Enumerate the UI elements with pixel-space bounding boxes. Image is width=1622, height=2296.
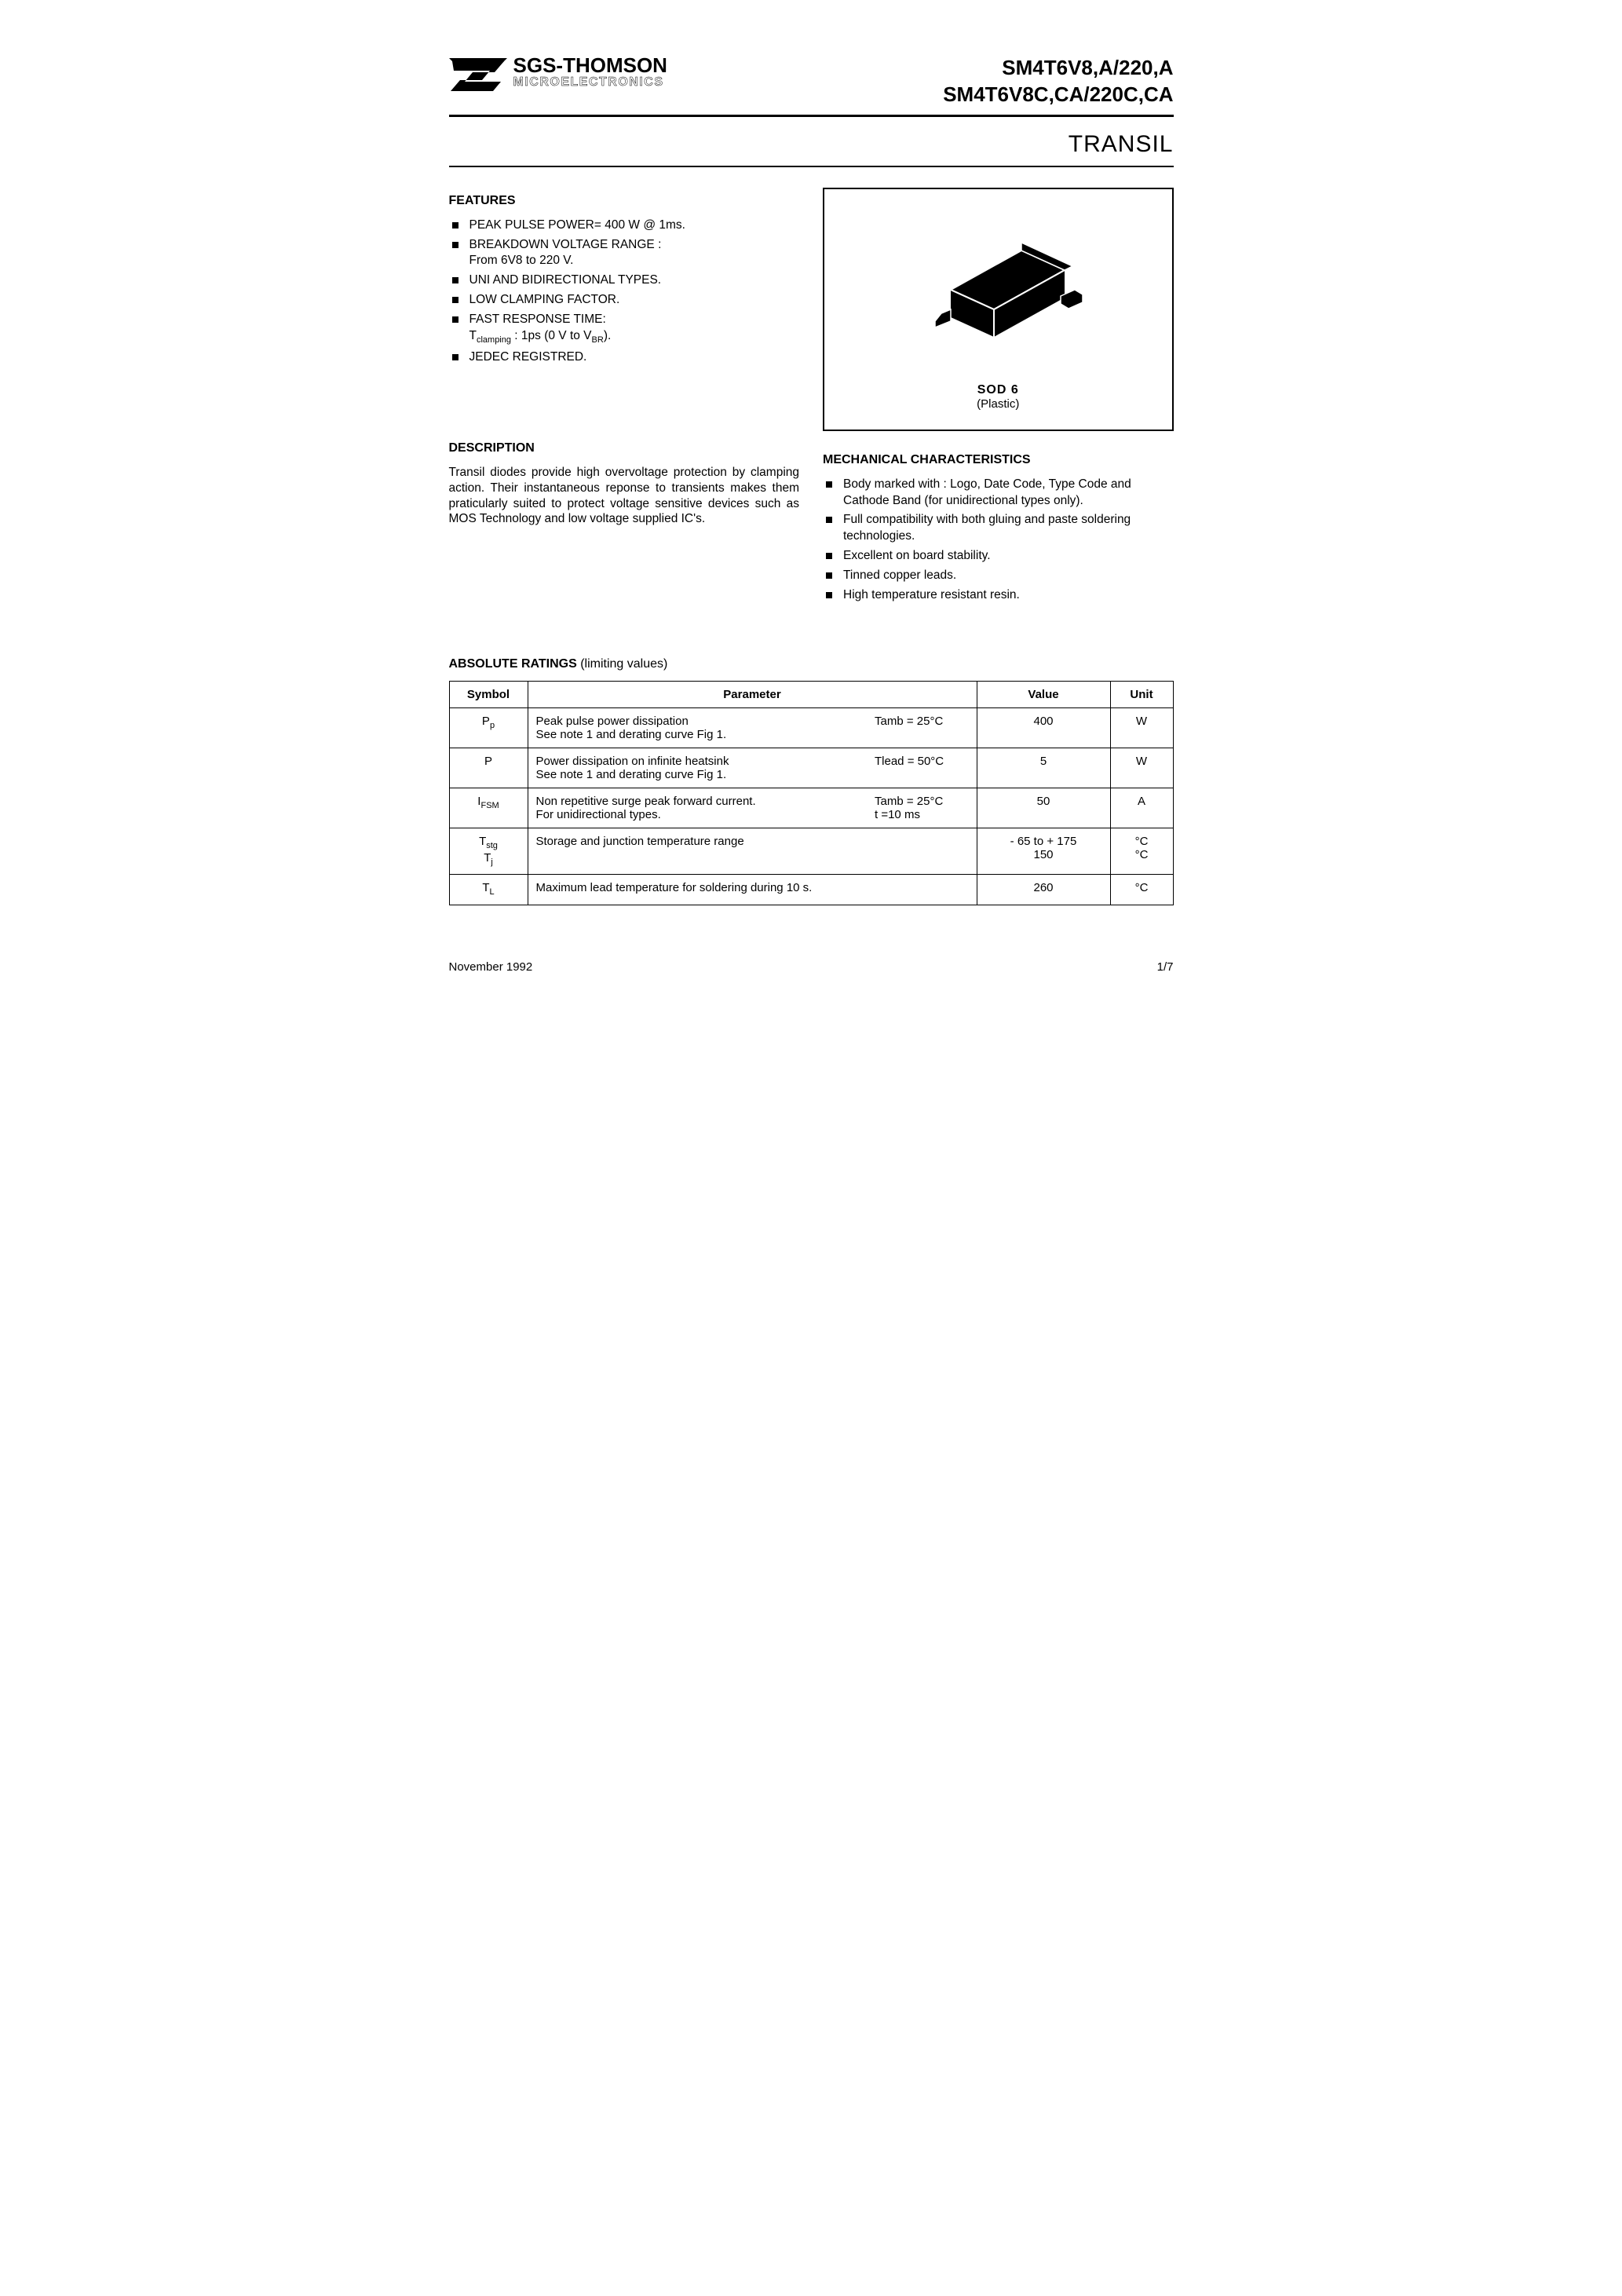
rule-2: [449, 166, 1174, 167]
mech-text: Tinned copper leads.: [843, 569, 956, 582]
feature-text: PEAK PULSE POWER= 400 W @ 1ms.: [469, 218, 685, 232]
cell-value: 400: [977, 708, 1110, 748]
cell-unit: W: [1110, 748, 1173, 788]
mechanical-item: High temperature resistant resin.: [823, 587, 1174, 604]
page: SGS-THOMSON MICROELECTRONICS SM4T6V8,A/2…: [406, 0, 1217, 1005]
ratings-title-bold: ABSOLUTE RATINGS: [449, 657, 577, 671]
package-caption: SOD 6 (Plastic): [824, 383, 1172, 411]
feature-subtext: Tclamping : 1ps (0 V to VBR).: [469, 328, 800, 346]
mech-text: Full compatibility with both gluing and …: [843, 513, 1131, 543]
logo-text-bottom: MICROELECTRONICS: [513, 75, 667, 90]
ratings-tbody: PpPeak pulse power dissipation See note …: [449, 708, 1173, 905]
col-left: FEATURES PEAK PULSE POWER= 400 W @ 1ms. …: [449, 188, 800, 542]
footer-row: November 1992 1/7: [449, 960, 1174, 974]
package-name: SOD 6: [824, 383, 1172, 397]
cell-value: - 65 to + 175 150: [977, 828, 1110, 875]
ratings-title: ABSOLUTE RATINGS (limiting values): [449, 657, 1174, 671]
cell-symbol: P: [449, 748, 528, 788]
mechanical-item: Tinned copper leads.: [823, 568, 1174, 584]
cell-parameter: Non repetitive surge peak forward curren…: [528, 788, 867, 828]
table-row: TstgTjStorage and junction temperature r…: [449, 828, 1173, 875]
cell-value: 260: [977, 875, 1110, 905]
cell-condition: Tlead = 50°C: [867, 748, 977, 788]
feature-text: FAST RESPONSE TIME:: [469, 313, 606, 326]
part-line-2: SM4T6V8C,CA/220C,CA: [943, 82, 1173, 108]
ratings-title-rest: (limiting values): [577, 657, 668, 671]
table-row: TLMaximum lead temperature for soldering…: [449, 875, 1173, 905]
cell-symbol: Pp: [449, 708, 528, 748]
cell-symbol: TstgTj: [449, 828, 528, 875]
cell-condition: Tamb = 25°C t =10 ms: [867, 788, 977, 828]
cell-symbol: TL: [449, 875, 528, 905]
features-heading: FEATURES: [449, 194, 800, 208]
cell-unit: A: [1110, 788, 1173, 828]
description-text: Transil diodes provide high overvoltage …: [449, 465, 800, 527]
cell-parameter: Peak pulse power dissipation See note 1 …: [528, 708, 867, 748]
mechanical-item: Excellent on board stability.: [823, 548, 1174, 565]
cell-parameter: Storage and junction temperature range: [528, 828, 977, 875]
feature-item: PEAK PULSE POWER= 400 W @ 1ms.: [449, 218, 800, 234]
features-list: PEAK PULSE POWER= 400 W @ 1ms. BREAKDOWN…: [449, 218, 800, 366]
spacer: [449, 380, 800, 435]
th-value: Value: [977, 682, 1110, 708]
table-row: PPower dissipation on infinite heatsink …: [449, 748, 1173, 788]
feature-item: JEDEC REGISTRED.: [449, 349, 800, 366]
feature-text: BREAKDOWN VOLTAGE RANGE :: [469, 238, 662, 251]
cell-value: 5: [977, 748, 1110, 788]
cell-parameter: Maximum lead temperature for soldering d…: [528, 875, 977, 905]
package-box: SOD 6 (Plastic): [823, 188, 1174, 431]
ratings-header-row: Symbol Parameter Value Unit: [449, 682, 1173, 708]
mech-text: Excellent on board stability.: [843, 549, 991, 562]
description-heading: DESCRIPTION: [449, 441, 800, 455]
th-unit: Unit: [1110, 682, 1173, 708]
package-icon: [904, 211, 1092, 353]
cell-symbol: IFSM: [449, 788, 528, 828]
rule-1: [449, 115, 1174, 117]
feature-item: UNI AND BIDIRECTIONAL TYPES.: [449, 272, 800, 289]
header-row: SGS-THOMSON MICROELECTRONICS SM4T6V8,A/2…: [449, 55, 1174, 108]
feature-item: BREAKDOWN VOLTAGE RANGE : From 6V8 to 22…: [449, 237, 800, 270]
feature-text: UNI AND BIDIRECTIONAL TYPES.: [469, 273, 662, 287]
feature-item: LOW CLAMPING FACTOR.: [449, 292, 800, 309]
cell-parameter: Power dissipation on infinite heatsink S…: [528, 748, 867, 788]
table-row: IFSMNon repetitive surge peak forward cu…: [449, 788, 1173, 828]
mechanical-item: Body marked with : Logo, Date Code, Type…: [823, 477, 1174, 510]
part-line-1: SM4T6V8,A/220,A: [943, 55, 1173, 82]
mechanical-item: Full compatibility with both gluing and …: [823, 512, 1174, 545]
logo-text-top: SGS-THOMSON: [513, 55, 667, 75]
cell-condition: Tamb = 25°C: [867, 708, 977, 748]
subtitle: TRANSIL: [449, 131, 1174, 158]
feature-text: LOW CLAMPING FACTOR.: [469, 293, 620, 306]
mech-text: High temperature resistant resin.: [843, 588, 1020, 601]
col-right: SOD 6 (Plastic) MECHANICAL CHARACTERISTI…: [823, 188, 1174, 618]
main-two-col: FEATURES PEAK PULSE POWER= 400 W @ 1ms. …: [449, 188, 1174, 618]
feature-text: JEDEC REGISTRED.: [469, 350, 587, 364]
mechanical-list: Body marked with : Logo, Date Code, Type…: [823, 477, 1174, 604]
logo-block: SGS-THOMSON MICROELECTRONICS: [449, 55, 667, 94]
feature-subtext: From 6V8 to 220 V.: [469, 253, 800, 269]
ratings-thead: Symbol Parameter Value Unit: [449, 682, 1173, 708]
footer-date: November 1992: [449, 960, 533, 974]
mechanical-heading: MECHANICAL CHARACTERISTICS: [823, 453, 1174, 467]
mech-text: Body marked with : Logo, Date Code, Type…: [843, 477, 1131, 507]
cell-unit: °C: [1110, 875, 1173, 905]
package-sub: (Plastic): [824, 397, 1172, 411]
cell-value: 50: [977, 788, 1110, 828]
cell-unit: W: [1110, 708, 1173, 748]
part-numbers: SM4T6V8,A/220,A SM4T6V8C,CA/220C,CA: [943, 55, 1173, 108]
th-symbol: Symbol: [449, 682, 528, 708]
cell-unit: °C °C: [1110, 828, 1173, 875]
logo-text: SGS-THOMSON MICROELECTRONICS: [513, 55, 667, 90]
footer-page: 1/7: [1157, 960, 1174, 974]
feature-item: FAST RESPONSE TIME: Tclamping : 1ps (0 V…: [449, 312, 800, 346]
th-parameter: Parameter: [528, 682, 977, 708]
table-row: PpPeak pulse power dissipation See note …: [449, 708, 1173, 748]
st-logo-icon: [449, 55, 507, 94]
ratings-table: Symbol Parameter Value Unit PpPeak pulse…: [449, 681, 1174, 905]
